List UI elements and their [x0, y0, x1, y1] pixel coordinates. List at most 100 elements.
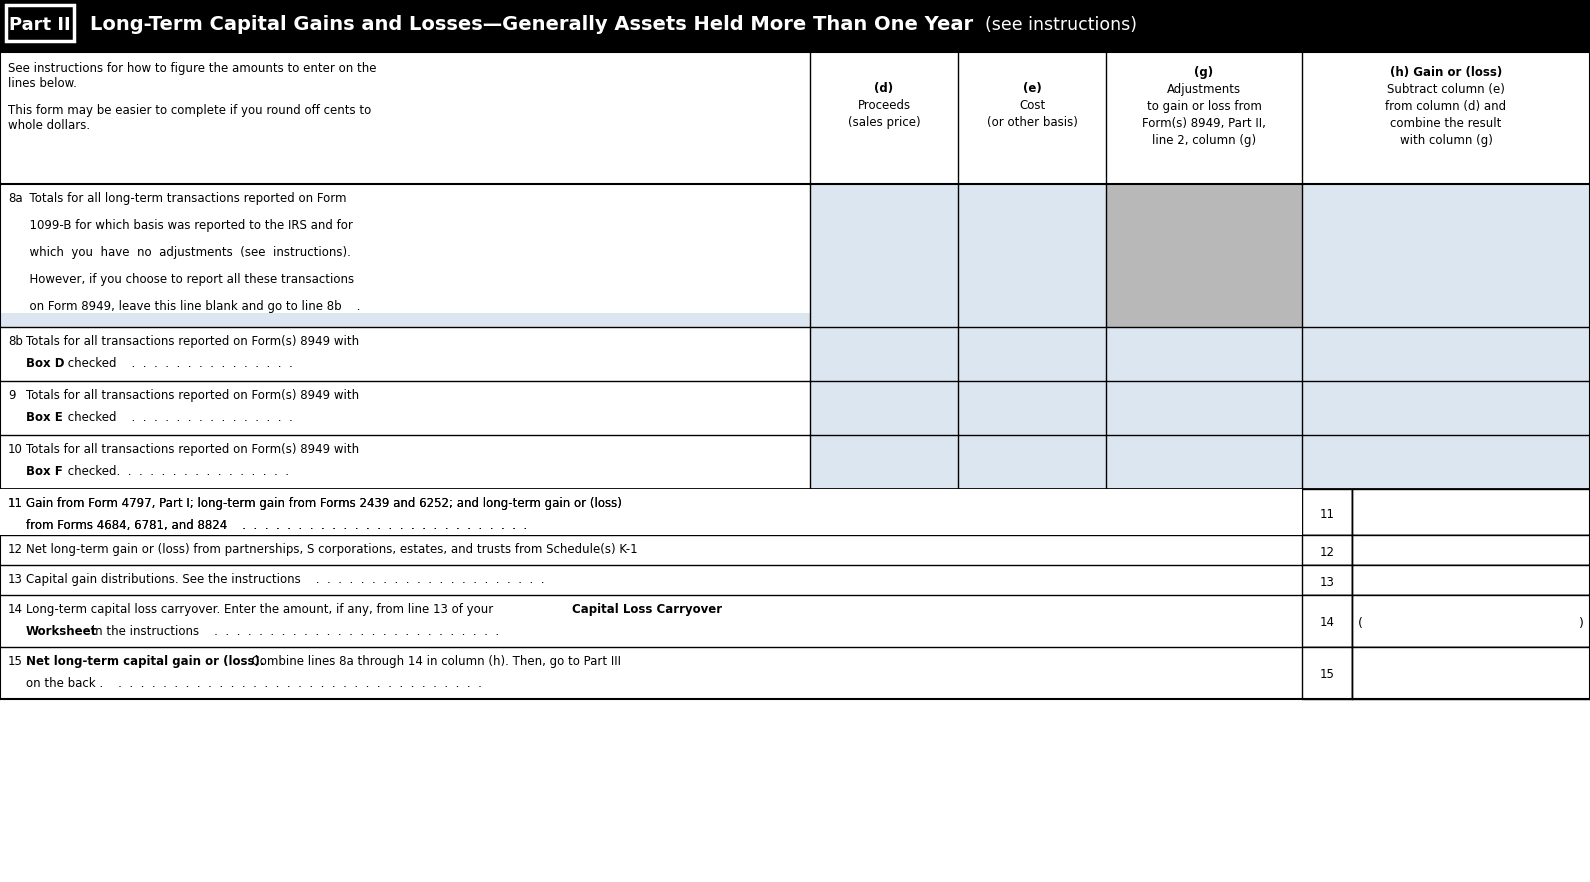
Bar [959, 184, 1107, 327]
Text: Box E: Box E [25, 411, 62, 424]
Text: Capital Loss Carryover: Capital Loss Carryover [572, 603, 722, 616]
Bar [0, 313, 809, 327]
Text: 11: 11 [8, 497, 22, 510]
Bar [809, 184, 959, 327]
Text: (see instructions): (see instructions) [984, 16, 1137, 34]
Text: from Forms 4684, 6781, and 8824    .  .  .  .  .  .  .  .  .  .  .  .  .  .  .  : from Forms 4684, 6781, and 8824 . . . . … [25, 519, 528, 532]
Text: Long-Term Capital Gains and Losses—Generally Assets Held More Than One Year: Long-Term Capital Gains and Losses—Gener… [91, 16, 973, 34]
Text: Totals for all transactions reported on Form(s) 8949 with: Totals for all transactions reported on … [25, 389, 359, 402]
Text: 1099-B for which basis was reported to the IRS and for: 1099-B for which basis was reported to t… [22, 219, 353, 232]
Bar [0, 52, 1590, 184]
Text: 10: 10 [8, 443, 22, 456]
Text: from column (d) and: from column (d) and [1385, 100, 1507, 113]
Bar [1302, 381, 1590, 435]
Bar [0, 489, 1590, 535]
Bar [1302, 489, 1351, 535]
Text: on the back .    .  .  .  .  .  .  .  .  .  .  .  .  .  .  .  .  .  .  .  .  .  : on the back . . . . . . . . . . . . . . … [25, 677, 482, 690]
Bar [0, 647, 1590, 699]
Text: 9: 9 [8, 389, 16, 402]
Text: ): ) [1579, 617, 1584, 630]
Text: Long-term capital loss carryover. Enter the amount, if any, from line 13 of your: Long-term capital loss carryover. Enter … [25, 603, 498, 616]
Text: line 2, column (g): line 2, column (g) [1151, 134, 1256, 147]
Text: Totals for all long-term transactions reported on Form: Totals for all long-term transactions re… [22, 192, 347, 205]
Bar [959, 435, 1107, 489]
Text: to gain or loss from: to gain or loss from [1146, 100, 1261, 113]
Text: with column (g): with column (g) [1399, 134, 1493, 147]
Text: Part II: Part II [10, 16, 72, 34]
Bar [1107, 184, 1302, 327]
Text: (or other basis): (or other basis) [986, 116, 1078, 129]
Text: Totals for all transactions reported on Form(s) 8949 with: Totals for all transactions reported on … [25, 335, 359, 348]
Text: Cost: Cost [1019, 99, 1045, 112]
Text: (e): (e) [1022, 82, 1041, 95]
Text: in the instructions    .  .  .  .  .  .  .  .  .  .  .  .  .  .  .  .  .  .  .  : in the instructions . . . . . . . . . . … [87, 625, 499, 638]
Text: 11: 11 [1320, 507, 1334, 520]
Text: However, if you choose to report all these transactions: However, if you choose to report all the… [22, 273, 355, 286]
Text: Totals for all transactions reported on Form(s) 8949 with: Totals for all transactions reported on … [25, 443, 359, 456]
Bar [959, 327, 1107, 381]
Text: 15: 15 [8, 655, 22, 668]
Bar [0, 0, 1590, 52]
Text: combine the result: combine the result [1390, 117, 1501, 130]
Bar [1107, 435, 1302, 489]
Text: on Form 8949, leave this line blank and go to line 8b    .: on Form 8949, leave this line blank and … [22, 300, 361, 313]
Text: 13: 13 [1320, 575, 1334, 588]
Bar [0, 489, 1302, 535]
Text: Worksheet: Worksheet [25, 625, 97, 638]
Text: Combine lines 8a through 14 in column (h). Then, go to Part III: Combine lines 8a through 14 in column (h… [243, 655, 622, 668]
Text: checked    .  .  .  .  .  .  .  .  .  .  .  .  .  .  .: checked . . . . . . . . . . . . . . . [64, 411, 293, 424]
Text: Gain from Form 4797, Part I; long-term gain from Forms 2439 and 6252; and long-t: Gain from Form 4797, Part I; long-term g… [25, 497, 622, 510]
Text: 15: 15 [1320, 669, 1334, 682]
Text: 8a: 8a [8, 192, 22, 205]
Text: which  you  have  no  adjustments  (see  instructions).: which you have no adjustments (see instr… [22, 246, 351, 259]
Bar [1352, 647, 1590, 699]
Text: Capital gain distributions. See the instructions    .  .  .  .  .  .  .  .  .  .: Capital gain distributions. See the inst… [25, 573, 544, 586]
Bar [1352, 595, 1590, 647]
Bar [809, 435, 959, 489]
Text: 12: 12 [8, 543, 22, 556]
Text: 11: 11 [8, 497, 22, 510]
Text: (d): (d) [875, 82, 894, 95]
Bar [809, 327, 959, 381]
Text: (g): (g) [1194, 66, 1213, 79]
Text: 14: 14 [1320, 617, 1334, 630]
Text: from Forms 4684, 6781, and 8824    .  .  .  .  .  .  .  .  .  .  .  .  .  .  .  : from Forms 4684, 6781, and 8824 . . . . … [25, 519, 528, 532]
Text: (h) Gain or (loss): (h) Gain or (loss) [1390, 66, 1503, 79]
Text: checked.  .  .  .  .  .  .  .  .  .  .  .  .  .  .  .: checked. . . . . . . . . . . . . . . . [64, 465, 289, 478]
Text: Adjustments: Adjustments [1167, 83, 1242, 96]
Text: (: ( [1358, 617, 1363, 630]
Bar [1302, 595, 1351, 647]
Text: checked    .  .  .  .  .  .  .  .  .  .  .  .  .  .  .: checked . . . . . . . . . . . . . . . [64, 357, 293, 370]
Bar [1352, 565, 1590, 595]
Bar [0, 535, 1590, 565]
Text: Box F: Box F [25, 465, 62, 478]
Bar [1107, 327, 1302, 381]
Text: (sales price): (sales price) [847, 116, 921, 129]
Bar [959, 381, 1107, 435]
Bar [1302, 565, 1351, 595]
Text: Net long-term gain or (loss) from partnerships, S corporations, estates, and tru: Net long-term gain or (loss) from partne… [25, 543, 638, 556]
Bar [1352, 535, 1590, 565]
Bar [0, 565, 1590, 595]
Text: This form may be easier to complete if you round off cents to
whole dollars.: This form may be easier to complete if y… [8, 104, 370, 132]
Bar [809, 381, 959, 435]
Bar [1302, 184, 1590, 327]
Bar [1302, 647, 1351, 699]
Bar [0, 595, 1590, 647]
Text: Form(s) 8949, Part II,: Form(s) 8949, Part II, [1142, 117, 1266, 130]
Bar [1352, 489, 1590, 535]
Text: 14: 14 [8, 603, 22, 616]
Text: See instructions for how to figure the amounts to enter on the
lines below.: See instructions for how to figure the a… [8, 62, 377, 90]
Text: 8b: 8b [8, 335, 22, 348]
Bar [1302, 327, 1590, 381]
Text: 12: 12 [1320, 545, 1334, 558]
Text: Net long-term capital gain or (loss).: Net long-term capital gain or (loss). [25, 655, 264, 668]
Bar [1302, 435, 1590, 489]
Text: Box D: Box D [25, 357, 65, 370]
Text: Gain from Form 4797, Part I; long-term gain from Forms 2439 and 6252; and long-t: Gain from Form 4797, Part I; long-term g… [25, 497, 622, 510]
Text: Subtract column (e): Subtract column (e) [1386, 83, 1506, 96]
Bar [1302, 535, 1351, 565]
Text: Proceeds: Proceeds [857, 99, 911, 112]
Text: 13: 13 [8, 573, 22, 586]
Bar [6, 5, 75, 41]
